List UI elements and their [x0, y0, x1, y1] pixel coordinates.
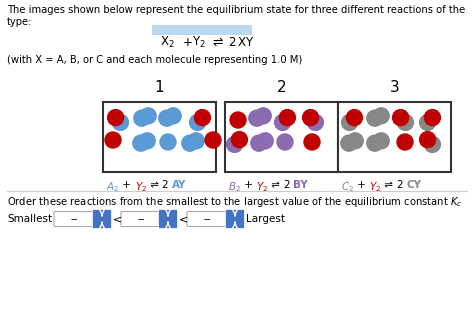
Circle shape — [302, 110, 319, 126]
Circle shape — [347, 133, 363, 149]
Text: Smallest: Smallest — [7, 214, 52, 224]
Text: BY: BY — [293, 180, 308, 190]
Circle shape — [249, 110, 265, 126]
FancyBboxPatch shape — [158, 210, 177, 229]
Circle shape — [279, 110, 295, 126]
Text: ⇌: ⇌ — [268, 180, 283, 190]
Text: $Y_2$: $Y_2$ — [256, 180, 268, 194]
Circle shape — [182, 135, 198, 151]
Text: $Y_2$: $Y_2$ — [135, 180, 147, 194]
Circle shape — [139, 133, 155, 149]
Circle shape — [134, 110, 150, 126]
Bar — [338, 102, 451, 172]
Circle shape — [188, 133, 204, 149]
FancyBboxPatch shape — [187, 212, 227, 227]
Circle shape — [342, 114, 357, 130]
Circle shape — [419, 131, 436, 147]
Text: 1: 1 — [155, 80, 164, 95]
Circle shape — [255, 108, 271, 124]
Text: The images shown below represent the equilibrium state for three different react: The images shown below represent the equ… — [7, 5, 465, 15]
Text: type:: type: — [7, 17, 32, 27]
Circle shape — [419, 114, 436, 130]
Text: $\mathrm{2\,XY}$: $\mathrm{2\,XY}$ — [228, 36, 255, 48]
Text: +: + — [354, 180, 369, 190]
Circle shape — [373, 133, 389, 149]
Circle shape — [105, 132, 121, 148]
Bar — [225, 102, 338, 172]
Text: ⇌: ⇌ — [382, 180, 397, 190]
Text: CY: CY — [407, 180, 421, 190]
Text: ⇌: ⇌ — [147, 180, 162, 190]
Text: <: < — [113, 214, 122, 224]
Circle shape — [165, 108, 181, 124]
Text: 2: 2 — [277, 80, 286, 95]
FancyBboxPatch shape — [226, 210, 245, 229]
Circle shape — [133, 135, 149, 151]
FancyBboxPatch shape — [54, 212, 94, 227]
Circle shape — [140, 108, 156, 124]
Circle shape — [205, 132, 221, 148]
Circle shape — [108, 110, 124, 126]
Circle shape — [230, 112, 246, 128]
Text: $+$: $+$ — [182, 36, 192, 48]
Text: $\mathrm{Y_2}$: $\mathrm{Y_2}$ — [192, 34, 206, 50]
Circle shape — [277, 134, 293, 150]
Bar — [103, 102, 216, 172]
Text: $\rightleftharpoons$: $\rightleftharpoons$ — [210, 36, 224, 48]
Text: --: -- — [70, 214, 78, 224]
Text: --: -- — [203, 214, 211, 224]
Circle shape — [304, 134, 320, 150]
FancyBboxPatch shape — [152, 25, 252, 35]
Circle shape — [160, 134, 176, 150]
Text: 2: 2 — [397, 180, 407, 190]
Circle shape — [346, 110, 363, 126]
Circle shape — [190, 114, 206, 130]
Circle shape — [227, 136, 243, 152]
Text: Order these reactions from the smallest to the largest value of the equilibrium : Order these reactions from the smallest … — [7, 195, 463, 209]
Text: $Y_2$: $Y_2$ — [369, 180, 382, 194]
Text: (with X = A, B, or C and each molecule representing 1.0 M): (with X = A, B, or C and each molecule r… — [7, 55, 302, 65]
Text: +: + — [241, 180, 256, 190]
Circle shape — [397, 134, 413, 150]
Circle shape — [367, 135, 383, 151]
Circle shape — [231, 131, 247, 147]
Circle shape — [257, 133, 273, 149]
Text: 2: 2 — [283, 180, 293, 190]
Circle shape — [373, 108, 389, 124]
Circle shape — [397, 114, 413, 130]
FancyBboxPatch shape — [92, 210, 111, 229]
Text: AY: AY — [172, 180, 186, 190]
Circle shape — [367, 110, 383, 126]
Text: $A_2$: $A_2$ — [106, 180, 119, 194]
Circle shape — [274, 114, 291, 130]
Circle shape — [341, 135, 357, 151]
Text: $C_2$: $C_2$ — [341, 180, 354, 194]
Text: $\mathrm{X_2}$: $\mathrm{X_2}$ — [160, 34, 174, 50]
Circle shape — [308, 114, 323, 130]
Text: 3: 3 — [390, 80, 400, 95]
Text: --: -- — [137, 214, 145, 224]
Circle shape — [194, 110, 210, 126]
Circle shape — [424, 110, 440, 126]
Circle shape — [424, 136, 440, 152]
Text: 2: 2 — [162, 180, 172, 190]
Text: Largest: Largest — [246, 214, 285, 224]
Text: $B_2$: $B_2$ — [228, 180, 241, 194]
FancyBboxPatch shape — [121, 212, 161, 227]
Circle shape — [392, 110, 409, 126]
Text: +: + — [119, 180, 135, 190]
Circle shape — [159, 110, 175, 126]
Circle shape — [251, 135, 267, 151]
Circle shape — [112, 114, 128, 130]
Text: <: < — [179, 214, 188, 224]
